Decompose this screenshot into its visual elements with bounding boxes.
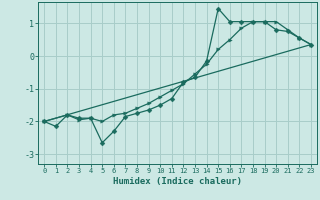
X-axis label: Humidex (Indice chaleur): Humidex (Indice chaleur) xyxy=(113,177,242,186)
